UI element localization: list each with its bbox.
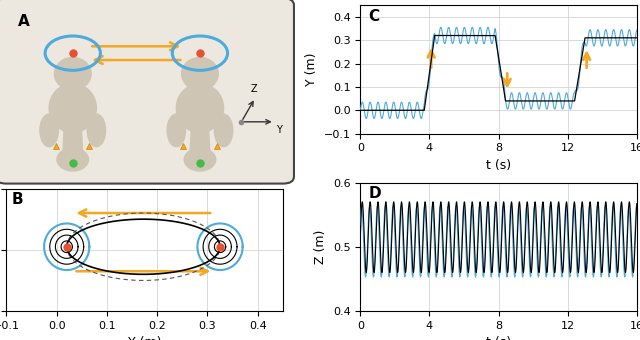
Ellipse shape — [214, 114, 233, 147]
Ellipse shape — [57, 148, 88, 171]
X-axis label: Y (m): Y (m) — [128, 336, 161, 340]
Ellipse shape — [176, 84, 223, 133]
Ellipse shape — [167, 114, 186, 147]
X-axis label: t (s): t (s) — [486, 159, 511, 172]
Ellipse shape — [49, 84, 97, 133]
Ellipse shape — [182, 57, 218, 90]
Text: Z: Z — [250, 84, 257, 95]
FancyBboxPatch shape — [0, 0, 294, 184]
Ellipse shape — [87, 114, 106, 147]
Ellipse shape — [40, 114, 58, 147]
Y-axis label: Y (m): Y (m) — [305, 53, 318, 86]
Y-axis label: Z (m): Z (m) — [314, 230, 327, 264]
Ellipse shape — [54, 57, 91, 90]
Text: C: C — [369, 9, 380, 24]
Text: A: A — [17, 14, 29, 29]
Text: D: D — [369, 186, 381, 201]
Ellipse shape — [184, 148, 216, 171]
Text: Y: Y — [276, 125, 282, 135]
Text: B: B — [12, 192, 24, 207]
X-axis label: t (s): t (s) — [486, 336, 511, 340]
